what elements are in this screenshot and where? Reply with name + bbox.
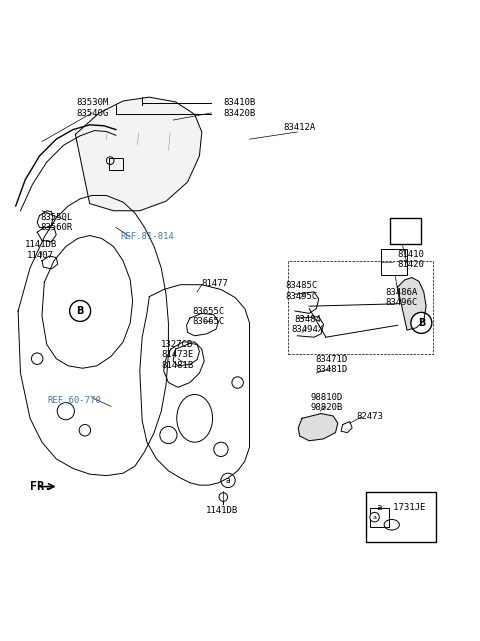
Text: 98810D
98820B: 98810D 98820B xyxy=(311,393,343,412)
Text: 83530M
83540G: 83530M 83540G xyxy=(76,99,108,118)
Text: REF.60-770: REF.60-770 xyxy=(47,396,101,405)
Bar xyxy=(381,249,407,275)
Text: 1327CB
81473E
81481B: 1327CB 81473E 81481B xyxy=(161,340,193,370)
Polygon shape xyxy=(298,413,338,441)
Text: B: B xyxy=(76,306,84,316)
Text: 1141DB
11407: 1141DB 11407 xyxy=(24,240,57,260)
Text: 83410B
83420B: 83410B 83420B xyxy=(224,99,256,118)
Text: 83484
83494X: 83484 83494X xyxy=(292,315,324,334)
Text: REF.81-814: REF.81-814 xyxy=(120,233,174,242)
Text: 83655C
83665C: 83655C 83665C xyxy=(193,307,225,326)
Text: a  1731JE: a 1731JE xyxy=(377,503,425,512)
Text: 81410
81420: 81410 81420 xyxy=(397,250,424,269)
Text: 83485C
83495C: 83485C 83495C xyxy=(285,281,317,301)
Text: 82473: 82473 xyxy=(356,412,383,421)
Text: a: a xyxy=(226,476,230,485)
Polygon shape xyxy=(75,97,202,211)
Text: 83471D
83481D: 83471D 83481D xyxy=(315,354,348,374)
Text: 83486A
83496C: 83486A 83496C xyxy=(385,288,418,307)
Circle shape xyxy=(70,301,91,321)
Bar xyxy=(370,508,389,527)
Polygon shape xyxy=(397,278,426,330)
Text: 83412A: 83412A xyxy=(284,122,316,131)
Circle shape xyxy=(411,312,432,333)
Bar xyxy=(366,492,436,542)
Circle shape xyxy=(370,512,379,522)
Text: 81477: 81477 xyxy=(202,279,228,288)
Bar xyxy=(109,158,123,170)
Text: a: a xyxy=(372,515,376,520)
Text: 83550L
83560R: 83550L 83560R xyxy=(40,213,72,233)
Text: B: B xyxy=(418,318,425,328)
Text: 1141DB: 1141DB xyxy=(206,506,238,515)
Bar xyxy=(390,218,421,244)
Text: FR.: FR. xyxy=(30,480,51,493)
Circle shape xyxy=(221,473,235,488)
